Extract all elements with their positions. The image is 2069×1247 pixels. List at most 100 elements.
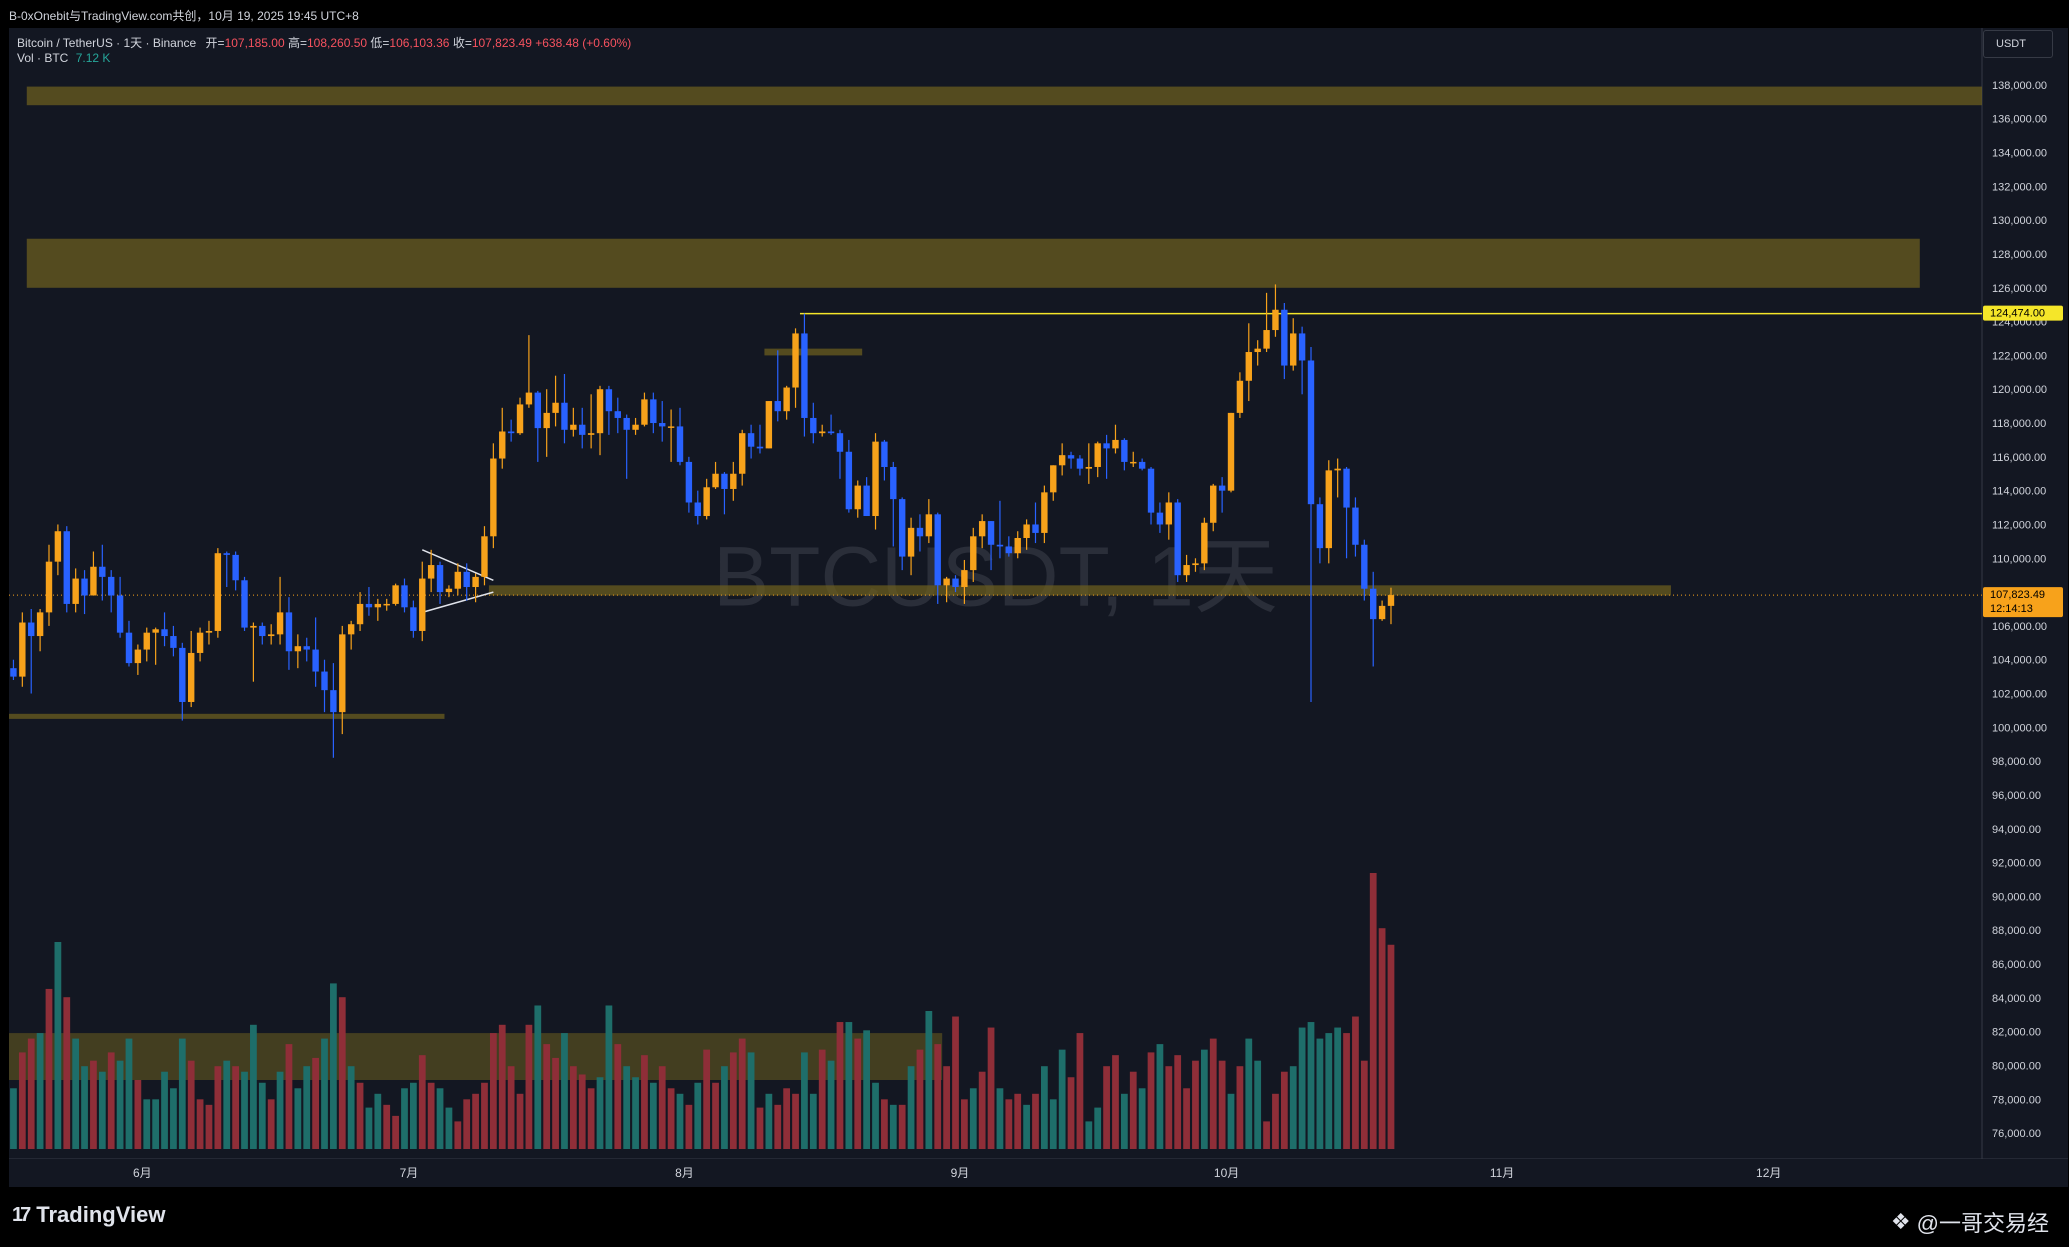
volume-bar [498,1024,506,1149]
currency-selector[interactable]: USDT [1983,30,2053,58]
volume-bar [516,1093,524,1149]
volume-bar [1138,1088,1146,1149]
price-zone-0 [26,86,1982,106]
candle-body [214,553,222,631]
candle-body [427,565,435,579]
volume-bar [374,1093,382,1149]
candle-body [1067,455,1075,459]
candle-body [730,473,737,489]
volume-bar [18,1052,26,1149]
candle-body [410,607,417,631]
candle-body [783,387,790,412]
candle-body [685,461,693,503]
candle-body [303,646,310,650]
volume-bar [534,1005,542,1149]
volume-bar [1289,1066,1297,1149]
candle-body [392,585,399,604]
volume-bar [845,1022,853,1149]
candle-body [1245,352,1252,381]
price-tick-label: 78,000.00 [1992,1094,2041,1106]
volume-bar [170,1088,177,1149]
candle-body [934,514,941,586]
volume-bar [1360,1060,1368,1149]
price-chart[interactable]: BTCUSDT, 1天 76,000.00 78,000.00 80,000.00 82… [0,28,2069,1187]
candle-body [152,629,159,633]
candle-body [1183,565,1190,576]
candle-body [587,433,595,435]
symbol-label[interactable]: Bitcoin / TetherUS · 1天 · Binance [17,36,197,50]
price-tick-label: 134,000.00 [1992,148,2047,160]
candle-body [1236,380,1244,413]
candle-body [90,566,97,596]
volume-bar [783,1088,791,1149]
candle-body [916,527,924,537]
volume-bar [196,1099,204,1149]
candle-body [19,622,26,677]
price-tick-label: 132,000.00 [1992,181,2047,193]
volume-bar [552,1057,559,1149]
volume-bar [1369,873,1377,1149]
volume-bar [1352,1016,1359,1149]
candle-body [347,624,355,635]
volume-bar [321,1038,328,1149]
volume-bar [1156,1044,1164,1149]
volume-bar [347,1066,355,1149]
volume-bar [747,1052,755,1149]
open-value: 107,185.00 [224,36,285,50]
price-zone-3 [488,585,1671,596]
tradingview-logo[interactable]: 17 TradingView [12,1202,165,1228]
candle-body [961,570,968,588]
candle-body [836,433,844,452]
volume-bar [1227,1093,1235,1149]
candle-body [507,431,515,434]
volume-bar [54,942,62,1149]
candle-body [1325,470,1332,549]
volume-bar [1094,1107,1102,1149]
volume-bar [178,1038,186,1149]
candle-body [827,431,835,434]
volume-label[interactable]: Vol · BTC [17,51,69,65]
volume-bar [1192,1060,1199,1149]
candle-body [898,499,906,557]
candle-body [161,629,168,637]
volume-bar [409,1082,417,1149]
volume-bar [694,1082,702,1149]
volume-bar [223,1060,231,1149]
volume-bar [472,1093,479,1149]
candle-body [952,578,959,588]
price-tick-label: 110,000.00 [1992,553,2046,565]
candle-body [1343,468,1350,508]
candle-body [179,647,186,702]
candle-body [1201,522,1208,564]
candle-body [1254,348,1261,353]
volume-bar [489,1033,497,1149]
candle-body [54,531,62,562]
low-label: 低= [370,36,390,50]
candle-body [99,566,106,577]
candle-body [116,595,124,633]
candle-body [1298,333,1306,361]
candle-body [125,632,133,664]
candle-body [276,612,284,635]
volume-bar [1147,1052,1155,1149]
author-credit-text: @一哥交易经 [1916,1211,2049,1236]
volume-bar [10,1088,17,1149]
volume-bar [1165,1066,1173,1149]
top-bar: B-0xOnebit与TradingView.com共创，10月 19, 202… [0,0,2069,28]
candle-body [605,389,613,412]
candle-body [1227,412,1235,491]
volume-bar [72,1038,80,1149]
candle-body [1005,546,1013,554]
candle-body [259,625,266,637]
volume-bar [863,1030,871,1149]
volume-bar [1005,1099,1013,1149]
volume-bar [889,1104,897,1149]
volume-bar [1112,1055,1119,1149]
price-tick-label: 90,000.00 [1992,891,2041,903]
candle-body [579,424,586,435]
candle-body [1121,439,1128,462]
candle-body [641,399,648,425]
candle-body [1076,458,1084,469]
volume-bar [152,1099,160,1149]
volume-bar [978,1071,986,1149]
